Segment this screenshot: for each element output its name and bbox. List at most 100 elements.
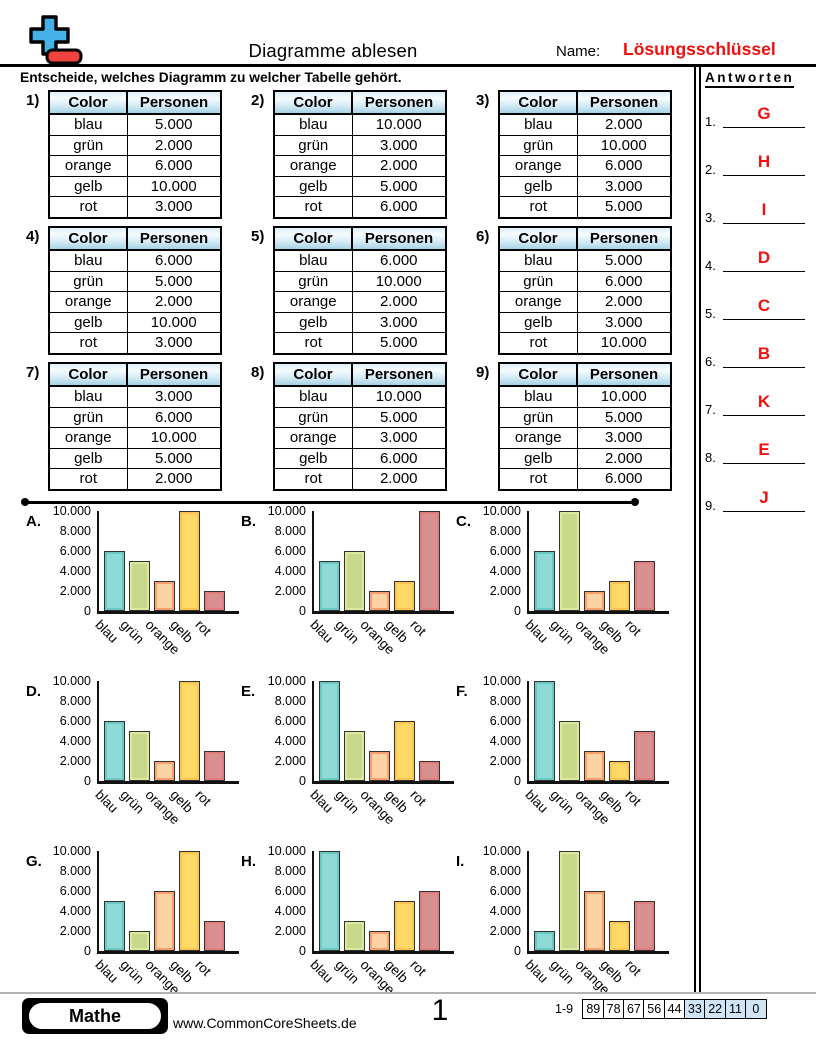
cell-person-count: 2.000 [126, 468, 222, 490]
cell-person-count: 6.000 [576, 468, 672, 490]
y-axis-tick-label: 4.000 [489, 904, 521, 918]
y-axis-tick-label: 8.000 [59, 524, 91, 538]
table-row: orange 10.000 [48, 427, 222, 449]
plot-area [527, 851, 669, 954]
chart-label: A. [26, 513, 41, 530]
x-axis-label: rot [407, 787, 430, 809]
page-title: Diagramme ablesen [248, 40, 418, 61]
y-axis-tick-label: 6.000 [274, 714, 306, 728]
y-axis: 10.000 8.000 6.000 4.000 2.000 0 [454, 674, 524, 795]
cell-person-count: 2.000 [351, 155, 447, 177]
y-axis-tick-label: 8.000 [59, 694, 91, 708]
y-axis-tick-label: 4.000 [274, 904, 306, 918]
answer-blank-line: E [723, 435, 805, 464]
name-label: Name: [556, 43, 601, 60]
cell-color-name: grün [48, 270, 128, 292]
data-table: Color Personen blau 2.000 grün 10.000 orange… [498, 90, 672, 219]
bar-chart: D. 10.000 8.000 6.000 4.000 2.000 0 blau grün ora… [24, 674, 239, 845]
cell-person-count: 2.000 [576, 447, 672, 469]
bar-blau [104, 551, 125, 611]
table-row: grün 6.000 [498, 270, 672, 292]
bar-chart: G. 10.000 8.000 6.000 4.000 2.000 0 blau grün ora… [24, 844, 239, 1015]
plot-area [97, 511, 239, 614]
answer-item: 1. G [703, 100, 809, 130]
cell-person-count: 3.000 [126, 196, 222, 218]
y-axis-tick-label: 4.000 [489, 564, 521, 578]
plot-area [527, 681, 669, 784]
cell-color-name: rot [48, 468, 128, 490]
table-block: 4) Color Personen blau 6.000 grün 5.000 oran… [24, 226, 249, 362]
x-axis-label: grün [332, 787, 363, 817]
bar-orange [154, 891, 175, 951]
bar-gelb [179, 851, 200, 951]
answer-blank-line: C [723, 291, 805, 320]
cell-person-count: 10.000 [351, 270, 447, 292]
column-header-color: Color [48, 90, 128, 115]
answer-number: 4. [705, 258, 716, 273]
answer-blank-line: D [723, 243, 805, 272]
answer-number: 5. [705, 306, 716, 321]
table-row: gelb 3.000 [498, 175, 672, 197]
table-row: grün 5.000 [48, 270, 222, 292]
bar-orange [154, 761, 175, 781]
cell-color-name: gelb [273, 175, 353, 197]
bar-grün [129, 731, 150, 781]
table-row: grün 3.000 [273, 134, 447, 156]
cell-color-name: grün [273, 406, 353, 428]
column-header-color: Color [273, 362, 353, 387]
cell-color-name: gelb [498, 311, 578, 333]
cell-color-name: orange [48, 427, 128, 449]
answer-number: 7. [705, 402, 716, 417]
answer-number: 6. [705, 354, 716, 369]
cell-color-name: orange [273, 291, 353, 313]
y-axis-tick-label: 2.000 [274, 924, 306, 938]
bar-grün [344, 921, 365, 951]
answer-blank-line: I [723, 195, 805, 224]
x-axis-label: rot [192, 787, 215, 809]
cell-person-count: 5.000 [126, 447, 222, 469]
bar-orange [369, 591, 390, 611]
table-block: 3) Color Personen blau 2.000 grün 10.000 ora… [474, 90, 699, 226]
table-row: blau 3.000 [48, 385, 222, 408]
cell-person-count: 3.000 [576, 175, 672, 197]
cell-color-name: orange [498, 427, 578, 449]
bar-gelb [609, 581, 630, 611]
table-row: orange 3.000 [273, 427, 447, 449]
y-axis-tick-label: 10.000 [267, 674, 306, 688]
y-axis-tick-label: 10.000 [52, 504, 91, 518]
y-axis-tick-label: 8.000 [489, 694, 521, 708]
table-number: 8) [251, 364, 265, 381]
y-axis-tick-label: 4.000 [274, 564, 306, 578]
y-axis: 10.000 8.000 6.000 4.000 2.000 0 [24, 844, 94, 965]
bar-gelb [179, 681, 200, 781]
cell-person-count: 3.000 [126, 385, 222, 408]
y-axis-tick-label: 10.000 [482, 674, 521, 688]
y-axis-tick-label: 6.000 [59, 714, 91, 728]
cell-person-count: 3.000 [351, 134, 447, 156]
y-axis-tick-label: 8.000 [489, 524, 521, 538]
cell-color-name: orange [498, 291, 578, 313]
bar-rot [634, 901, 655, 951]
y-axis-tick-label: 0 [514, 604, 521, 618]
table-row: grün 10.000 [273, 270, 447, 292]
column-header-color: Color [273, 226, 353, 251]
answer-number: 8. [705, 450, 716, 465]
column-header-personen: Personen [126, 362, 222, 387]
bar-grün [129, 931, 150, 951]
cell-color-name: grün [498, 134, 578, 156]
answer-blank-line: K [723, 387, 805, 416]
bar-blau [534, 681, 555, 781]
y-axis-tick-label: 2.000 [489, 924, 521, 938]
cell-person-count: 3.000 [576, 427, 672, 449]
x-axis-label: grün [117, 617, 148, 647]
answers-list: 1. G 2. H 3. I 4. D 5. C 6. B 7. K 8. E 9. J [703, 70, 813, 550]
table-row: orange 6.000 [498, 155, 672, 177]
cell-person-count: 5.000 [576, 406, 672, 428]
table-number: 6) [476, 228, 490, 245]
cell-person-count: 10.000 [576, 385, 672, 408]
cell-person-count: 2.000 [126, 134, 222, 156]
table-row: rot 5.000 [498, 196, 672, 218]
score-cell: 89 [582, 999, 605, 1019]
y-axis-tick-label: 6.000 [489, 544, 521, 558]
bar-grün [559, 851, 580, 951]
